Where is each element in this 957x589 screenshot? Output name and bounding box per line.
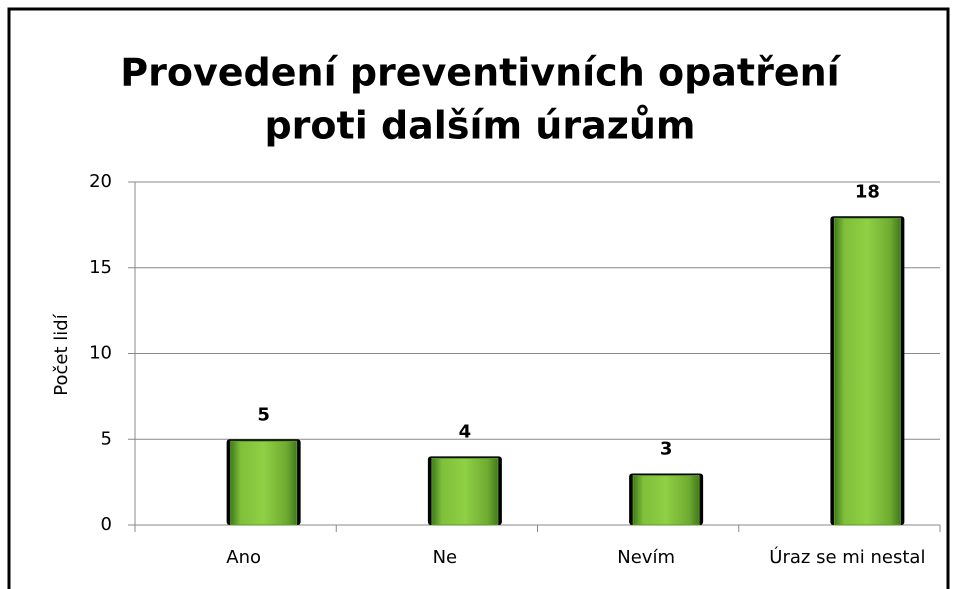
y-tick-label: 10 (89, 343, 112, 364)
data-label: 4 (459, 421, 472, 442)
chart-title-line: Provedení preventivních opatření (120, 51, 841, 95)
data-label: 18 (855, 181, 880, 202)
bar (632, 475, 700, 526)
chart-title-line: proti dalším úrazům (264, 104, 695, 148)
x-tick-label: Nevím (617, 547, 675, 568)
x-tick-label: Ne (433, 547, 458, 568)
data-label: 5 (257, 404, 270, 425)
y-tick-label: 0 (101, 514, 112, 535)
data-label: 3 (660, 439, 673, 460)
y-axis-label: Počet lidí (51, 313, 72, 395)
x-tick-label: Ano (226, 547, 261, 568)
bar (833, 217, 901, 526)
bar (431, 457, 499, 526)
y-tick-label: 15 (89, 257, 112, 278)
y-tick-label: 20 (89, 171, 112, 192)
frame (7, 7, 950, 589)
bar (230, 440, 298, 526)
title: Provedení preventivních opatření proti da… (120, 51, 841, 148)
y-tick-label: 5 (101, 428, 112, 449)
x-tick-label: Úraz se mi nestal (769, 546, 925, 568)
